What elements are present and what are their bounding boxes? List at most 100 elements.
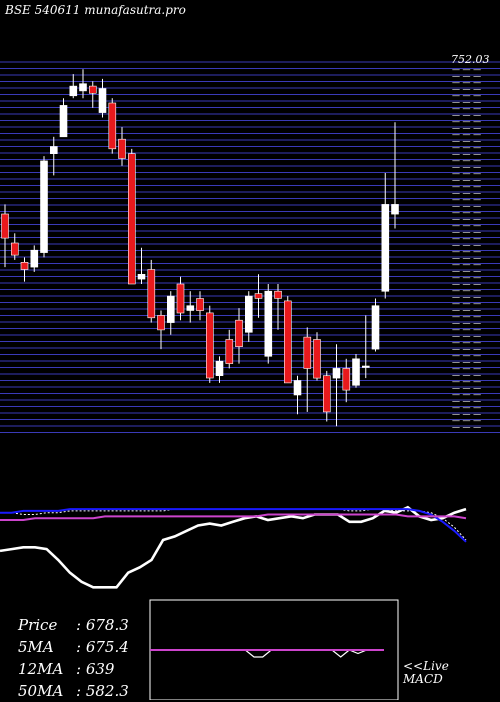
macd-title: MACD xyxy=(403,672,443,686)
macd-lines xyxy=(150,649,384,658)
candle-body-2 xyxy=(20,261,29,270)
candle-body-38 xyxy=(371,305,380,350)
candle-body-16 xyxy=(157,315,165,331)
tick-mark-32: — — — xyxy=(452,273,481,282)
tick-mark-25: — — — xyxy=(452,228,481,237)
candle-body-25 xyxy=(245,295,253,333)
tick-mark-39: — — — xyxy=(452,319,481,328)
price-top-label: 752.03 xyxy=(451,53,490,66)
tick-mark-18: — — — xyxy=(452,182,481,191)
candle-body-20 xyxy=(196,298,204,311)
tick-mark-9: — — — xyxy=(452,124,481,133)
tick-mark-0: — — — xyxy=(452,65,481,74)
tick-mark-34: — — — xyxy=(452,286,481,295)
tick-mark-43: — — — xyxy=(452,345,481,354)
tick-mark-24: — — — xyxy=(452,221,481,230)
candle-body-4 xyxy=(40,160,48,253)
candle-body-19 xyxy=(186,305,195,311)
tick-mark-36: — — — xyxy=(452,299,481,308)
tick-mark-13: — — — xyxy=(452,150,481,159)
tick-mark-42: — — — xyxy=(452,338,481,347)
tick-mark-7: — — — xyxy=(452,111,481,120)
tick-mark-21: — — — xyxy=(452,202,481,211)
tick-mark-53: — — — xyxy=(452,410,481,419)
tick-mark-17: — — — xyxy=(452,176,481,185)
candle-body-34 xyxy=(332,368,341,379)
candle-body-31 xyxy=(303,336,312,369)
tick-mark-20: — — — xyxy=(452,195,481,204)
tick-mark-54: — — — xyxy=(452,416,481,425)
tick-mark-52: — — — xyxy=(452,403,481,412)
stat-50ma-value: 582.3 xyxy=(85,682,129,700)
stat-12ma-value: 639 xyxy=(85,660,115,678)
candlestick-series xyxy=(1,69,399,427)
candle-body-0 xyxy=(1,213,9,239)
tick-mark-14: — — — xyxy=(452,156,481,165)
tick-mark-47: — — — xyxy=(452,371,481,380)
tick-mark-31: — — — xyxy=(452,267,481,276)
tick-mark-51: — — — xyxy=(452,397,481,406)
stats-panel: Price: 678.3 5MA: 675.4 12MA: 639 50MA: … xyxy=(18,614,129,702)
tick-mark-33: — — — xyxy=(452,280,481,289)
indicator-line-2 xyxy=(0,508,467,543)
tick-mark-19: — — — xyxy=(452,189,481,198)
tick-mark-26: — — — xyxy=(452,234,481,243)
tick-mark-45: — — — xyxy=(452,358,481,367)
tick-mark-27: — — — xyxy=(452,241,481,250)
tick-mark-15: — — — xyxy=(452,163,481,172)
tick-mark-40: — — — xyxy=(452,325,481,334)
candle-body-36 xyxy=(352,358,360,386)
candle-body-33 xyxy=(322,375,331,413)
candle-body-7 xyxy=(69,85,78,97)
tick-mark-3: — — — xyxy=(452,85,481,94)
stat-12ma: 12MA: 639 xyxy=(18,660,115,678)
tick-mark-44: — — — xyxy=(452,351,481,360)
tick-mark-5: — — — xyxy=(452,98,481,107)
indicator-line-3 xyxy=(0,513,467,521)
tick-mark-12: — — — xyxy=(452,143,481,152)
macd-label: <<Live MACD xyxy=(403,660,449,686)
candle-body-15 xyxy=(147,269,156,319)
tick-mark-48: — — — xyxy=(452,377,481,386)
candle-body-14 xyxy=(137,273,146,280)
candle-body-26 xyxy=(254,293,263,299)
candle-body-1 xyxy=(11,242,19,256)
candle-body-3 xyxy=(30,249,39,268)
candle-body-12 xyxy=(118,138,126,159)
candle-body-6 xyxy=(59,105,68,138)
candle-body-32 xyxy=(313,339,321,379)
candle-body-28 xyxy=(274,290,282,299)
candle-body-40 xyxy=(391,204,399,215)
tick-mark-55: — — — xyxy=(452,423,481,432)
candle-body-11 xyxy=(108,102,117,150)
price-axis-ticks: — — —— — —— — —— — —— — —— — —— — —— — —… xyxy=(452,65,481,432)
price-gridlines xyxy=(0,61,500,433)
tick-mark-29: — — — xyxy=(452,254,481,263)
tick-mark-28: — — — xyxy=(452,247,481,256)
tick-mark-2: — — — xyxy=(452,78,481,87)
tick-mark-23: — — — xyxy=(452,215,481,224)
tick-mark-38: — — — xyxy=(452,312,481,321)
candle-body-30 xyxy=(293,380,302,396)
tick-mark-6: — — — xyxy=(452,104,481,113)
candle-body-39 xyxy=(381,204,390,292)
chart-title: BSE 540611 munafasutra.pro xyxy=(5,3,186,17)
tick-mark-30: — — — xyxy=(452,260,481,269)
candle-body-23 xyxy=(225,339,234,364)
stat-price-value: 678.3 xyxy=(85,616,129,634)
live-link[interactable]: <<Live xyxy=(403,659,449,673)
tick-mark-22: — — — xyxy=(452,208,481,217)
candle-body-10 xyxy=(98,88,107,113)
tick-mark-8: — — — xyxy=(452,117,481,126)
tick-mark-41: — — — xyxy=(452,332,481,341)
tick-mark-37: — — — xyxy=(452,306,481,315)
tick-mark-35: — — — xyxy=(452,293,481,302)
candle-body-17 xyxy=(167,295,175,323)
tick-mark-50: — — — xyxy=(452,390,481,399)
stat-5ma-value: 675.4 xyxy=(85,638,129,656)
candle-body-37 xyxy=(361,365,370,368)
candle-body-24 xyxy=(235,319,243,348)
indicator-line-0 xyxy=(0,505,467,589)
tick-mark-10: — — — xyxy=(452,130,481,139)
candle-body-5 xyxy=(49,146,58,154)
